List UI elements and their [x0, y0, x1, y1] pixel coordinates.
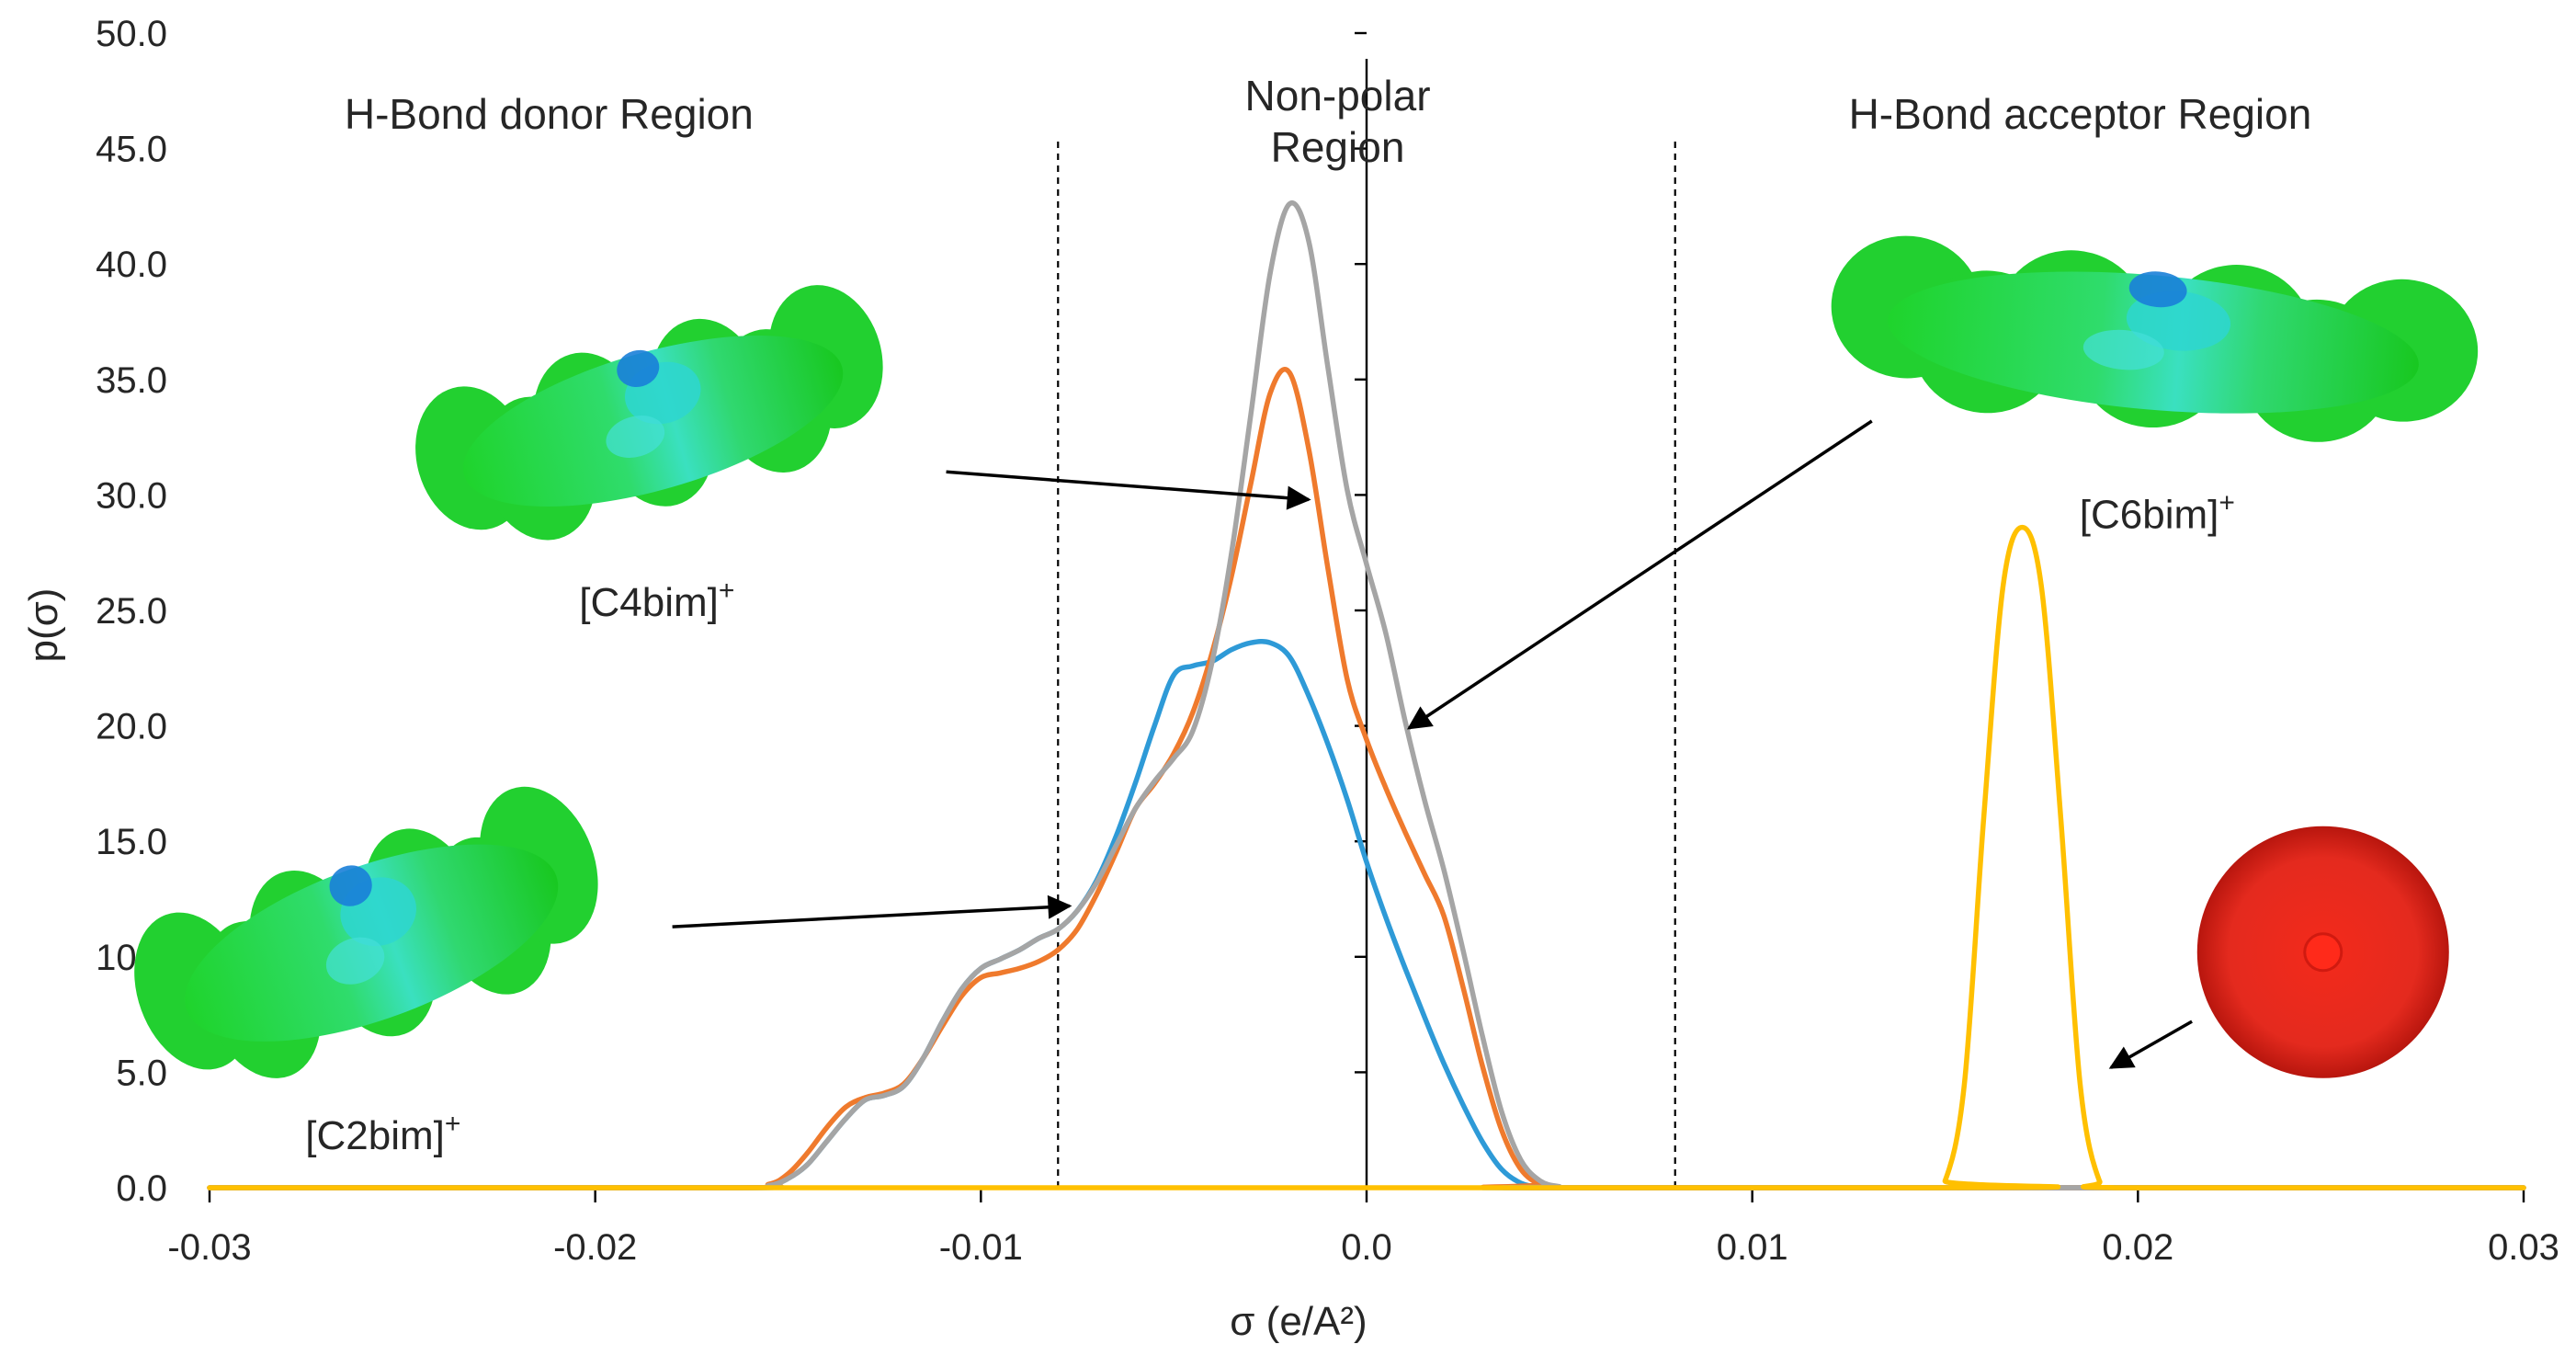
x-tick-label: 0.03 [2488, 1227, 2559, 1268]
annotation-labels: H-Bond donor Region Non-polar Region H-Bond… [305, 72, 2311, 1158]
series-line-c6bim [207, 199, 2526, 1190]
molecule-images [134, 235, 2479, 1078]
y-tick-label: 45.0 [96, 130, 167, 170]
x-axis-title: σ (e/A²) [1230, 1299, 1367, 1344]
c4bim-pointer-arrow [946, 470, 1311, 510]
region-label-donor: H-Bond donor Region [345, 90, 754, 138]
x-tick-label: -0.02 [553, 1227, 637, 1268]
x-tick-label: 0.0 [1341, 1227, 1392, 1268]
y-tick-label: 50.0 [96, 14, 167, 54]
x-tick-label: 0.01 [1717, 1227, 1788, 1268]
y-tick-label: 15.0 [96, 822, 167, 862]
series-line-c4bim [207, 366, 2526, 1190]
y-tick-label: 30.0 [96, 475, 167, 516]
region-divider-lines [1057, 137, 1676, 1188]
c6bim-pointer-arrow [1406, 419, 1873, 730]
y-axis-title: p(σ) [21, 588, 66, 663]
annotation-arrows [672, 419, 2193, 1069]
series-line-anion [207, 524, 2526, 1190]
anion-pointer-arrow [2108, 1020, 2193, 1069]
c6bim-surface-image [1831, 235, 2479, 442]
x-axis: -0.03 -0.02 -0.01 0.0 0.01 0.02 0.03 [167, 1186, 2559, 1268]
x-tick-label: -0.01 [939, 1227, 1023, 1268]
y-tick-label: 5.0 [116, 1053, 167, 1093]
c2bim-surface-image [134, 786, 598, 1078]
c6bim-label: [C6bim]+ [2080, 487, 2235, 537]
c2bim-label: [C2bim]+ [305, 1109, 460, 1158]
y-tick-label: 35.0 [96, 360, 167, 401]
y-tick-label: 25.0 [96, 591, 167, 632]
x-tick-label: 0.02 [2102, 1227, 2173, 1268]
plot-series [207, 199, 2526, 1190]
y-tick-label: 40.0 [96, 245, 167, 285]
c4bim-label: [C4bim]+ [579, 575, 734, 625]
y-tick-label: 20.0 [96, 707, 167, 747]
anion-sphere-image [2196, 826, 2449, 1078]
c4bim-surface-image [415, 285, 883, 541]
x-tick-label: -0.03 [167, 1227, 251, 1268]
region-label-nonpolar: Non-polar Region [1245, 72, 1431, 171]
y-tick-label: 0.0 [116, 1168, 167, 1209]
c2bim-pointer-arrow [672, 894, 1072, 928]
region-label-acceptor: H-Bond acceptor Region [1849, 90, 2312, 138]
